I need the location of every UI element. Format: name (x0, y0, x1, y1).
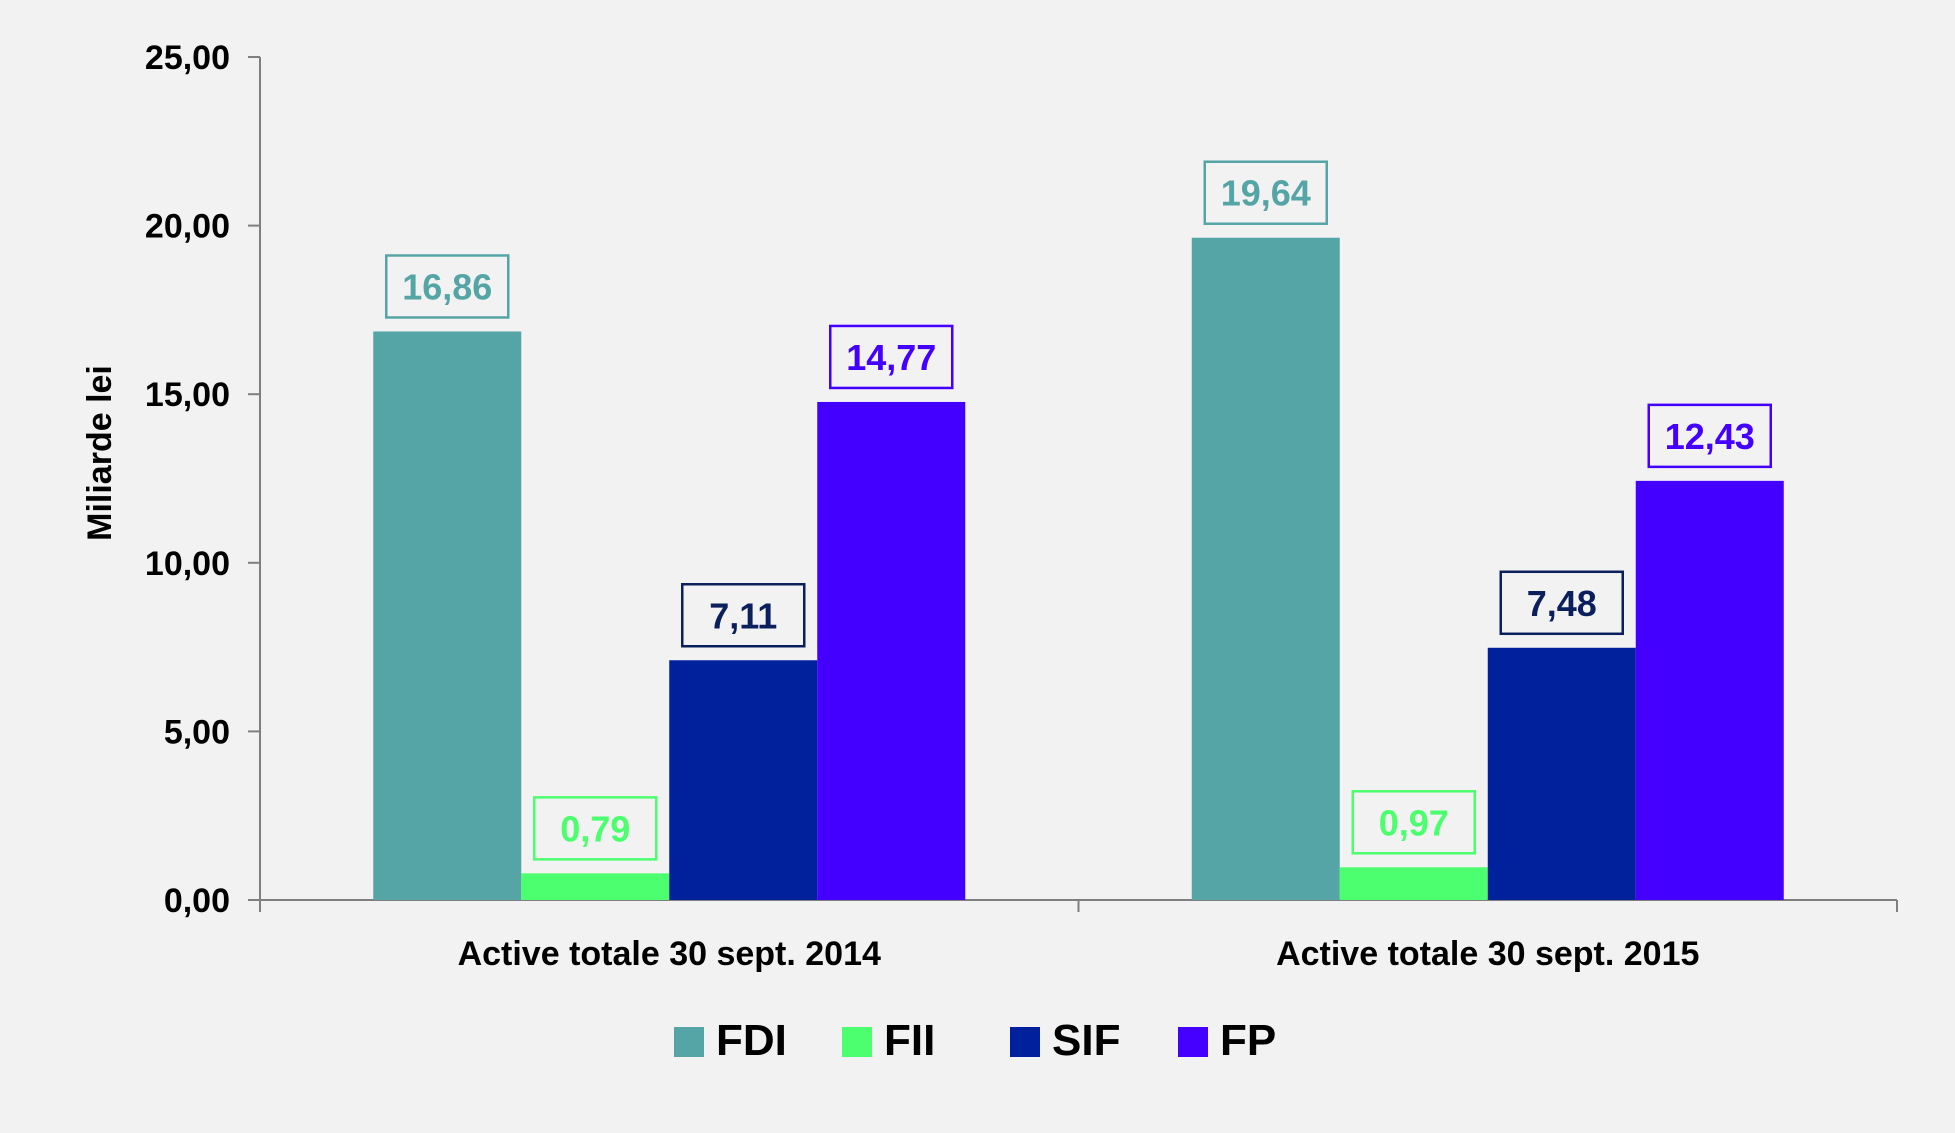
data-label-box (1203, 160, 1328, 225)
data-label: 12,43 (1665, 416, 1755, 457)
y-tick-label: 5,00 (164, 713, 230, 751)
legend-swatch-sif (1010, 1027, 1040, 1057)
data-label-box (681, 583, 806, 648)
y-axis-title: Miliarde lei (81, 365, 119, 541)
bar-fdi (373, 331, 522, 900)
legend-label-fii: FII (884, 1016, 935, 1065)
axes: 0,00 5,00 10,00 15,00 20,00 25,00 Miliarde lei… (81, 39, 1898, 973)
data-label-box (1499, 570, 1624, 636)
bar-fp (1635, 480, 1784, 900)
data-label-box (533, 796, 658, 861)
legend: FDI FII SIF FP (674, 1016, 1276, 1065)
category-label: Active totale 30 sept. 2014 (458, 935, 881, 973)
bar-fdi (1191, 237, 1340, 900)
data-label-box (829, 324, 954, 390)
legend-swatch-fp (1178, 1027, 1208, 1057)
y-tick-label: 0,00 (164, 882, 230, 920)
legend-swatch-fdi (674, 1027, 704, 1057)
y-tick-label: 10,00 (145, 545, 230, 583)
data-label: 16,86 (402, 266, 492, 307)
bar-sif (669, 660, 818, 900)
bar-sif (1487, 647, 1636, 900)
y-tick-label: 15,00 (145, 376, 230, 414)
data-label: 14,77 (846, 337, 936, 378)
category-label: Active totale 30 sept. 2015 (1276, 935, 1699, 973)
data-label: 0,97 (1379, 802, 1449, 843)
data-label-box (385, 254, 510, 319)
bar-fp (817, 401, 966, 900)
legend-label-fdi: FDI (716, 1016, 787, 1065)
data-label-box (1351, 790, 1476, 855)
data-label: 7,11 (709, 595, 777, 636)
legend-swatch-fii (842, 1027, 872, 1057)
legend-label-sif: SIF (1052, 1016, 1120, 1065)
y-tick-label: 25,00 (145, 39, 230, 77)
data-label: 19,64 (1221, 173, 1311, 214)
data-label: 7,48 (1527, 583, 1597, 624)
data-label-box (1647, 403, 1772, 469)
bar-fii (1339, 867, 1488, 900)
y-tick-label: 20,00 (145, 208, 230, 246)
bar-fii (521, 873, 670, 900)
legend-label-fp: FP (1220, 1016, 1276, 1065)
data-label: 0,79 (560, 808, 630, 849)
bars (373, 237, 1784, 900)
data-labels: 16,86 0,79 7,11 14,77 19,64 0,97 7,48 12,43 (385, 160, 1772, 861)
